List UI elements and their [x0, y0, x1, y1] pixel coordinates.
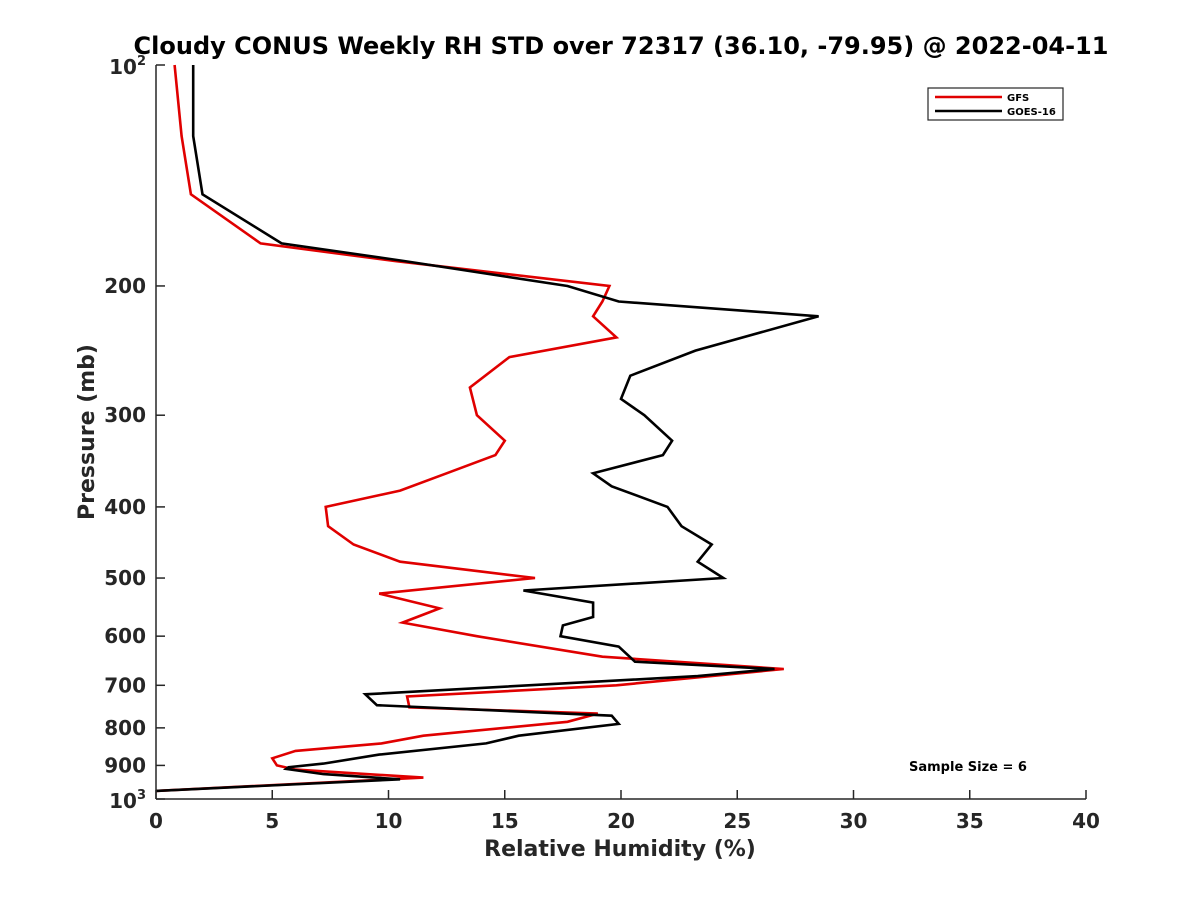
series-line-goes-16 [155, 65, 819, 793]
x-tick-label: 25 [723, 809, 751, 833]
x-axis-label: Relative Humidity (%) [484, 837, 756, 862]
legend-box [927, 87, 1064, 121]
y-tick-label: 103 [109, 788, 146, 813]
x-tick-label: 20 [607, 809, 635, 833]
y-tick-label: 600 [104, 624, 146, 648]
legend-label: GOES-16 [1007, 107, 1056, 118]
x-tick-label: 10 [375, 809, 403, 833]
y-tick-label: 400 [104, 495, 146, 519]
legend: GFS GOES-16 [927, 87, 1064, 121]
y-tick-label: 800 [104, 716, 146, 740]
x-tick-label: 15 [491, 809, 519, 833]
x-tick-label: 40 [1072, 809, 1100, 833]
x-tick-label: 0 [149, 809, 163, 833]
y-tick-label: 102 [109, 54, 146, 79]
x-tick-label: 35 [956, 809, 984, 833]
y-tick-label: 700 [104, 673, 146, 697]
y-tick-label: 500 [104, 566, 146, 590]
series-layer [155, 64, 819, 793]
x-tick-label: 30 [840, 809, 868, 833]
y-tick-label: 300 [104, 403, 146, 427]
y-tick-label: 900 [104, 753, 146, 777]
legend-label: GFS [1007, 93, 1029, 104]
y-tick-label: 200 [104, 274, 146, 298]
y-axis-label: Pressure (mb) [75, 344, 100, 520]
sample-size-annotation: Sample Size = 6 [909, 760, 1027, 775]
x-tick-label: 5 [265, 809, 279, 833]
series-line-gfs [155, 64, 784, 793]
axes: 0 5 10 15 20 25 30 35 40 200 300 400 500 600 700 800 900… [104, 54, 1100, 833]
chart-title: Cloudy CONUS Weekly RH STD over 72317 (3… [134, 32, 1109, 60]
